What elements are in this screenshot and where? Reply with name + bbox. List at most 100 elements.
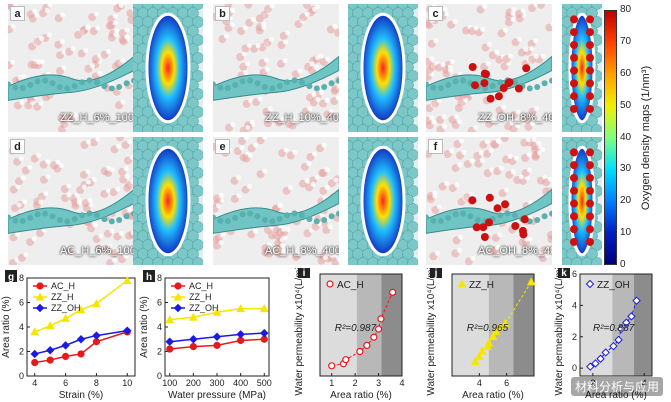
- data-point-g-ZZ_OH: [61, 341, 70, 350]
- chart-frame-i: [319, 273, 403, 377]
- x-tick-label-i: 4: [399, 378, 404, 388]
- data-point-i: [374, 325, 383, 333]
- snapshot-panel-a: a ZZ_H_6%_100MPa: [8, 4, 134, 132]
- panel-caption-a: ZZ_H_6%_100MPa: [60, 112, 134, 124]
- y-tick-label-h: 4: [157, 322, 162, 332]
- data-point-h-AC_H: [189, 342, 197, 351]
- data-point-h-ZZ_OH: [189, 335, 198, 344]
- data-point-i: [370, 333, 378, 341]
- density-map-a: [133, 4, 203, 132]
- chart-frame-h: [164, 277, 270, 377]
- y-tick-label-h: 8: [157, 273, 162, 283]
- chart-shade-high-j: [513, 274, 534, 376]
- chart-shade-mid-i: [356, 274, 382, 376]
- data-point-i: [389, 288, 397, 296]
- legend-label-g-AC_H: AC_H: [51, 281, 75, 291]
- y-tick-label-h: 0: [157, 371, 162, 381]
- chart-frame-k: [579, 273, 653, 377]
- data-point-h-AC_H: [213, 341, 221, 349]
- data-point-g-ZZ_OH: [45, 346, 55, 355]
- x-axis-label-g: Strain (%): [59, 390, 103, 401]
- panel-label-b: b: [215, 6, 230, 21]
- x-tick-label-j: 6: [504, 378, 509, 388]
- legend-marker-g-ZZ_H: [35, 292, 45, 301]
- data-point-i: [377, 315, 385, 323]
- y-tick-label-k: 4: [572, 300, 577, 310]
- legend-marker-j: [457, 279, 467, 288]
- r2-label-i: R²=0.987: [335, 323, 377, 334]
- data-point-h-ZZ_OH: [165, 337, 174, 346]
- y-axis-label-h: Area ratio (%): [139, 296, 150, 358]
- x-tick-label-g: 6: [63, 378, 68, 388]
- legend-label-j: ZZ_H: [469, 280, 494, 291]
- x-tick-label-g: 10: [122, 378, 132, 388]
- chart-label-g: g: [8, 272, 14, 283]
- colorbar-tick-10: 10: [620, 227, 632, 239]
- colorbar-title: Oxygen density maps (1/nm³): [632, 10, 662, 265]
- snapshot-panel-b: b ZZ_H_10%_400MPa: [213, 4, 339, 132]
- data-point-g-ZZ_OH: [123, 326, 132, 335]
- data-point-j: [500, 318, 510, 327]
- density-map-e: [348, 137, 418, 265]
- density-map-c: [562, 4, 602, 132]
- data-point-j: [488, 331, 498, 341]
- density-map-d: [133, 137, 203, 265]
- panel-caption-b: ZZ_H_10%_400MPa: [265, 112, 339, 124]
- legend-marker-g-ZZ_OH: [35, 303, 45, 313]
- density-map-b: [348, 4, 418, 132]
- x-axis-label-k: Area ratio (%): [585, 390, 647, 401]
- legend-label-i: AC_H: [337, 280, 364, 291]
- data-point-h-ZZ_OH: [212, 332, 222, 342]
- data-point-h-AC_H: [166, 345, 174, 353]
- data-point-g-ZZ_OH: [30, 349, 39, 359]
- snapshot-panel-f: f AC_OH_8%_400MPa: [426, 137, 552, 265]
- y-tick-label-g: 6: [19, 298, 24, 308]
- y-tick-label-k: 2: [572, 332, 577, 342]
- legend-marker-k: [585, 279, 595, 289]
- data-point-g-ZZ_OH: [76, 335, 86, 344]
- legend-marker-i: [326, 280, 334, 288]
- legend-marker-h-AC_H: [174, 282, 182, 290]
- x-tick-label-h: 100: [162, 378, 177, 388]
- data-point-h-ZZ_OH: [236, 330, 245, 339]
- panel-caption-e: AC_H_8%_400MPa: [265, 245, 339, 257]
- panel-label-d: d: [10, 139, 25, 154]
- data-point-g-AC_H: [61, 352, 70, 361]
- fit-line-k: [590, 300, 638, 368]
- panel-label-a: a: [10, 6, 25, 21]
- legend-label-h-ZZ_OH: ZZ_OH: [189, 303, 219, 313]
- chart-label-box-g: [5, 270, 17, 282]
- colorbar-tick-40: 40: [620, 131, 632, 143]
- snapshot-panel-e: e AC_H_8%_400MPa: [213, 137, 339, 265]
- colorbar-tick-0: 0: [620, 259, 626, 270]
- colorbar-title-text: Oxygen density maps (1/nm³): [640, 65, 652, 211]
- data-point-k: [616, 324, 626, 334]
- data-point-i: [342, 356, 350, 364]
- data-point-k: [601, 348, 610, 357]
- x-tick-label-g: 4: [32, 378, 37, 388]
- x-tick-label-k: 2: [590, 378, 595, 388]
- data-point-k: [622, 318, 631, 327]
- x-tick-label-h: 300: [209, 378, 224, 388]
- data-point-j: [526, 277, 536, 286]
- data-point-j: [484, 338, 494, 347]
- data-point-g-ZZ_H: [30, 327, 40, 336]
- data-point-j: [474, 351, 484, 360]
- snapshot-panel-d: d AC_H_6%_100MPa: [8, 137, 134, 265]
- panel-label-e: e: [215, 139, 230, 154]
- chart-label-box-h: [143, 270, 155, 282]
- data-point-h-ZZ_H: [165, 315, 175, 324]
- watermark: 材料分析与应用: [570, 377, 663, 396]
- colorbar-tick-60: 60: [620, 67, 632, 79]
- legend-label-g-ZZ_OH: ZZ_OH: [51, 303, 81, 313]
- data-point-g-ZZ_OH: [92, 331, 101, 340]
- x-tick-label-k: 4: [642, 378, 647, 388]
- data-point-j: [491, 326, 501, 335]
- x-tick-label-h: 400: [233, 378, 248, 388]
- data-point-k: [591, 359, 600, 368]
- chart-shade-mid-k: [612, 274, 634, 376]
- colorbar-tick-50: 50: [620, 99, 632, 111]
- data-point-g-ZZ_H: [61, 313, 70, 322]
- x-tick-label-h: 200: [186, 378, 201, 388]
